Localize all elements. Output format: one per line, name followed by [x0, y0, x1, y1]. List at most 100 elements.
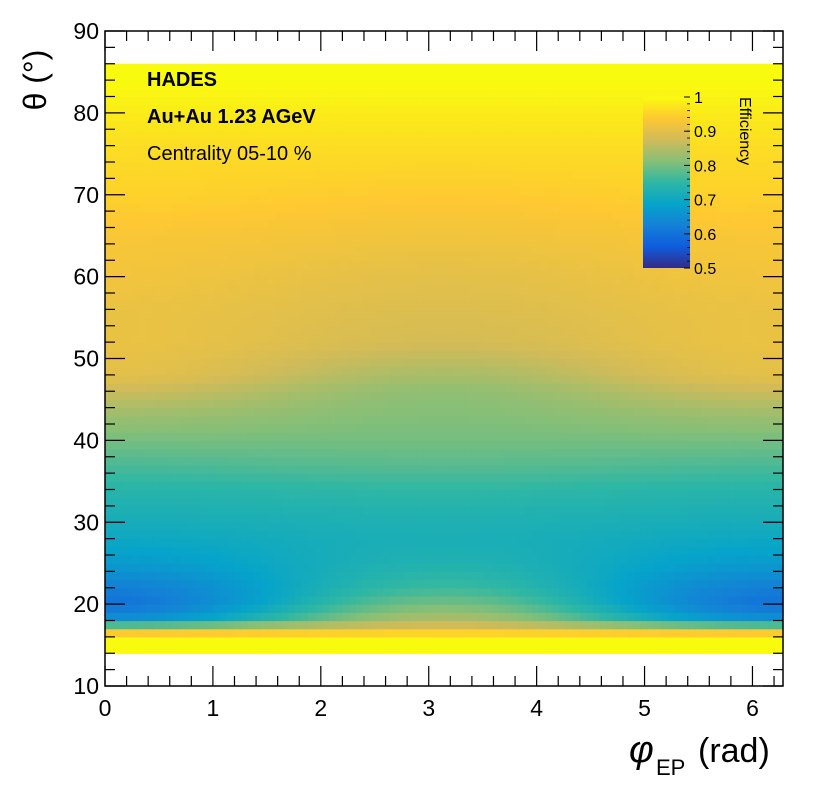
heatmap-cell — [138, 424, 147, 433]
heatmap-cell — [281, 284, 289, 294]
heatmap-cell — [701, 546, 710, 556]
heatmap-cell — [701, 448, 710, 458]
heatmap-cell — [457, 268, 465, 278]
heatmap-cell — [437, 350, 445, 360]
heatmap-cell — [667, 555, 676, 564]
heatmap-cell — [715, 350, 723, 360]
heatmap-cell — [505, 358, 513, 368]
heatmap-cell — [525, 522, 533, 532]
heatmap-cell — [647, 620, 655, 630]
heatmap-cell — [382, 571, 391, 581]
heatmap-cell — [220, 317, 228, 327]
heatmap-cell — [667, 620, 676, 630]
heatmap-cell — [430, 604, 438, 613]
heatmap-cell — [450, 628, 459, 638]
heatmap-cell — [762, 489, 771, 499]
heatmap-cell — [477, 432, 486, 441]
heatmap-cell — [518, 546, 526, 556]
heatmap-cell — [389, 415, 398, 425]
heatmap-cell — [294, 432, 303, 441]
heatmap-cell — [389, 252, 398, 261]
heatmap-cell — [694, 555, 703, 564]
heatmap-cell — [633, 456, 642, 466]
heatmap-cell — [620, 538, 628, 548]
heatmap-cell — [450, 317, 459, 327]
heatmap-cell — [186, 342, 194, 351]
heatmap-cell — [525, 350, 533, 360]
heatmap-cell — [111, 424, 120, 433]
heatmap-cell — [505, 260, 513, 270]
heatmap-cell — [484, 440, 493, 450]
heatmap-cell — [254, 636, 262, 646]
heatmap-cell — [721, 538, 730, 548]
heatmap-cell — [572, 399, 581, 409]
heatmap-cell — [227, 636, 235, 646]
heatmap-cell — [105, 301, 113, 310]
heatmap-cell — [769, 579, 777, 589]
heatmap-cell — [179, 268, 187, 278]
heatmap-cell — [132, 579, 140, 589]
heatmap-cell — [769, 358, 777, 368]
heatmap-cell — [511, 342, 520, 351]
heatmap-cell — [450, 555, 459, 564]
heatmap-cell — [376, 571, 384, 581]
heatmap-cell — [538, 612, 547, 622]
heatmap-cell — [315, 399, 323, 409]
heatmap-cell — [532, 366, 540, 376]
heatmap-cell — [654, 604, 662, 613]
heatmap-cell — [321, 293, 330, 302]
heatmap-cell — [254, 358, 262, 368]
heatmap-cell — [776, 407, 784, 417]
heatmap-cell — [355, 522, 364, 532]
heatmap-cell — [647, 571, 655, 581]
heatmap-cell — [416, 604, 425, 613]
heatmap-cell — [721, 612, 730, 622]
heatmap-cell — [179, 432, 187, 441]
heatmap-cell — [715, 505, 723, 515]
heatmap-cell — [755, 260, 764, 270]
heatmap-cell — [349, 505, 357, 515]
heatmap-cell — [721, 514, 730, 523]
heatmap-cell — [464, 645, 472, 654]
heatmap-cell — [518, 595, 526, 605]
heatmap-cell — [593, 374, 601, 384]
heatmap-cell — [213, 595, 221, 605]
heatmap-cell — [125, 645, 133, 654]
heatmap-cell — [315, 284, 323, 294]
heatmap-cell — [166, 464, 174, 474]
heatmap-cell — [355, 374, 364, 384]
heatmap-cell — [613, 636, 621, 646]
heatmap-cell — [132, 497, 140, 507]
heatmap-cell — [389, 473, 398, 482]
heatmap-cell — [681, 309, 689, 319]
heatmap-cell — [484, 432, 493, 441]
heatmap-cell — [199, 628, 208, 638]
heatmap-cell — [762, 604, 771, 613]
heatmap-cell — [715, 432, 723, 441]
heatmap-cell — [667, 276, 676, 286]
heatmap-cell — [538, 432, 547, 441]
heatmap-cell — [315, 587, 323, 597]
heatmap-cell — [308, 243, 316, 253]
heatmap-cell — [118, 415, 126, 425]
heatmap-cell — [552, 268, 560, 278]
heatmap-cell — [694, 579, 703, 589]
heatmap-cell — [552, 424, 560, 433]
heatmap-cell — [118, 317, 126, 327]
heatmap-cell — [206, 432, 215, 441]
heatmap-cell — [667, 424, 676, 433]
heatmap-cell — [586, 252, 594, 261]
heatmap-cell — [633, 293, 642, 302]
heatmap-cell — [728, 342, 737, 351]
heatmap-cell — [579, 284, 587, 294]
heatmap-cell — [728, 489, 737, 499]
heatmap-cell — [328, 587, 337, 597]
heatmap-cell — [247, 612, 255, 622]
heatmap-cell — [593, 456, 601, 466]
heatmap-cell — [735, 276, 743, 286]
heatmap-cell — [647, 489, 655, 499]
heatmap-cell — [667, 604, 676, 613]
heatmap-cell — [640, 587, 648, 597]
heatmap-cell — [267, 464, 276, 474]
heatmap-cell — [749, 530, 757, 540]
